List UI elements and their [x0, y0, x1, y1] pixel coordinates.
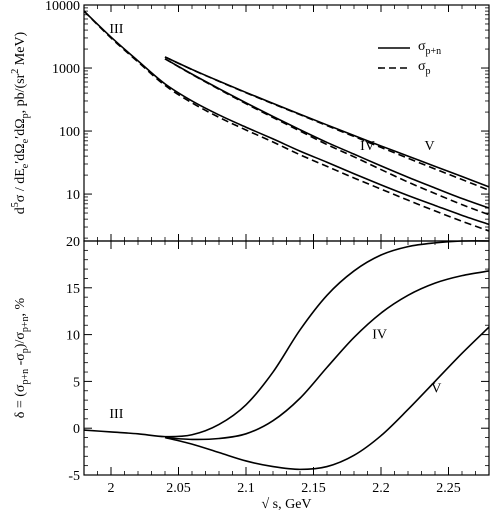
- legend-subscript: p+n: [426, 46, 442, 57]
- bottom-y-tick-label: 0: [73, 422, 80, 437]
- x-tick-label: 2.15: [301, 481, 326, 496]
- x-tick-label: 2.1: [237, 481, 255, 496]
- top-ylabel-part: p: [20, 113, 31, 118]
- top-ylabel-part: MeV): [13, 31, 28, 68]
- bottom-ylabel-part: , %: [13, 297, 28, 316]
- bottom-series-IV: [164, 270, 490, 441]
- top-series-V-solid: [164, 56, 490, 188]
- top-series-III-dashed: [83, 10, 490, 232]
- top-ylabel-part: e: [20, 138, 31, 143]
- top-series-IV-dashed: [164, 58, 490, 216]
- bottom-y-tick-label: 15: [66, 282, 80, 297]
- bottom-ylabel-part: δ = (σ: [13, 384, 28, 418]
- x-tick-label: 2.05: [166, 481, 191, 496]
- bottom-ticks: -5 0 5 10 15 20 2 2.05 2.1 2.15 2.2 2.25: [66, 235, 490, 496]
- x-tick-label: 2.25: [436, 481, 461, 496]
- top-ylabel-part: 5: [10, 202, 21, 207]
- top-ylabel-part: ′dΩ: [13, 118, 28, 138]
- legend-symbol: σ: [418, 39, 426, 54]
- bottom-series-III: [83, 240, 490, 438]
- legend: σp+nσp: [378, 39, 441, 77]
- top-ylabel-part: e: [20, 163, 31, 168]
- top-ylabel-part: , pb/(sr: [13, 73, 28, 113]
- top-y-tick-label: 10000: [45, 0, 80, 14]
- bottom-series: [83, 240, 490, 471]
- bottom-ylabel-part: p: [20, 348, 31, 353]
- top-series-IV-solid: [164, 58, 490, 209]
- bottom-series-V: [164, 326, 490, 471]
- top-curve-label: V: [425, 139, 435, 154]
- top-annotations: III IV V: [109, 22, 434, 154]
- top-ylabel-part: d: [13, 207, 28, 214]
- bottom-y-tick-label: 20: [66, 235, 80, 250]
- top-ylabel-part: ′dΩ: [13, 143, 28, 163]
- top-curve-label: III: [109, 22, 123, 37]
- top-series-III-solid: [83, 10, 490, 226]
- top-y-tick-label: 100: [59, 125, 80, 140]
- x-axis-label: √ s, GeV: [261, 497, 311, 512]
- x-tick-label: 2.2: [372, 481, 390, 496]
- bottom-ylabel-part: p+n: [20, 316, 31, 332]
- top-y-axis-label: d5σ / dEe′dΩe′dΩp, pb/(sr2 MeV): [10, 31, 31, 214]
- bottom-y-tick-label: 10: [66, 329, 80, 344]
- top-series-V-dashed: [164, 56, 490, 191]
- bottom-y-axis-label: δ = (σp+n -σp)/σp+n, %: [13, 297, 31, 418]
- bottom-plot-frame: [83, 240, 490, 476]
- legend-symbol: σ: [418, 59, 426, 74]
- bottom-annotations: III IV V: [109, 327, 441, 422]
- legend-label: σp: [418, 59, 431, 77]
- top-series: [83, 10, 490, 232]
- bottom-y-tick-label: 5: [73, 375, 80, 390]
- bottom-ylabel-part: -σ: [13, 353, 28, 369]
- bottom-curve-label: III: [109, 407, 123, 422]
- top-ylabel-part: 2: [10, 69, 21, 74]
- bottom-curve-label: V: [431, 382, 441, 397]
- legend-label: σp+n: [418, 39, 441, 57]
- legend-subscript: p: [426, 66, 431, 77]
- top-curve-label: IV: [360, 139, 375, 154]
- top-y-tick-label: 10: [66, 188, 80, 203]
- bottom-curve-label: IV: [372, 327, 387, 342]
- top-ylabel-part: σ / dE: [13, 168, 28, 202]
- bottom-ylabel-part: )/σ: [13, 332, 28, 349]
- bottom-ylabel-part: p+n: [20, 369, 31, 385]
- x-tick-label: 2: [108, 481, 115, 496]
- top-y-tick-label: 1000: [52, 62, 80, 77]
- bottom-y-tick-label: -5: [68, 469, 80, 484]
- bottom-panel: -5 0 5 10 15 20 2 2.05 2.1 2.15 2.2 2.25 III IV V δ =…: [13, 235, 490, 512]
